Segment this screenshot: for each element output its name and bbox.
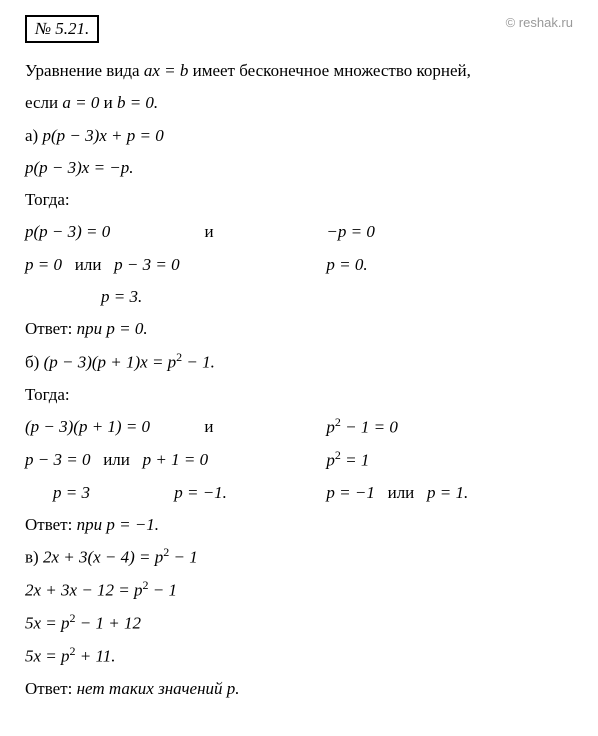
intro-text2a: если — [25, 93, 62, 112]
part-a-or: или — [62, 255, 114, 274]
part-a-row1: p(p − 3) = 0 и −p = 0 — [25, 216, 573, 248]
part-b-row3-right: p = −1 или p = 1. — [326, 477, 573, 509]
part-b-row3-left: p = 3 p = −1. — [25, 477, 326, 509]
part-a-answer-text: при p = 0. — [77, 319, 148, 338]
part-c-eq2b: − 1 — [149, 581, 177, 600]
part-b-right2b: = 1 — [341, 451, 369, 470]
part-b-row2-right: p2 = 1 — [326, 444, 573, 477]
part-c-eq1b: − 1 — [169, 548, 197, 567]
part-b-row1-left: (p − 3)(p + 1) = 0 и — [25, 411, 326, 444]
part-c-eq3b: − 1 + 12 — [76, 614, 141, 633]
part-b-conn: и — [154, 417, 213, 436]
part-b-answer-label: Ответ: — [25, 515, 77, 534]
part-c-eq2a: 2x + 3x − 12 = p — [25, 581, 143, 600]
part-b-or: или — [90, 450, 142, 469]
part-c-eq1: в) 2x + 3(x − 4) = p2 − 1 — [25, 541, 573, 574]
part-b-label: б) — [25, 352, 44, 371]
watermark: © reshak.ru — [506, 15, 573, 30]
intro-line1: Уравнение вида ax = b имеет бесконечное … — [25, 55, 573, 87]
part-b-row3: p = 3 p = −1. p = −1 или p = 1. — [25, 477, 573, 509]
part-b-eq1: б) (p − 3)(p + 1)x = p2 − 1. — [25, 346, 573, 379]
part-b-eq1b: − 1. — [182, 352, 215, 371]
intro-text1b: имеет бесконечное множество корней, — [188, 61, 471, 80]
part-a-left2a: p = 0 — [25, 255, 62, 274]
part-b-left2a: p − 3 = 0 — [25, 450, 90, 469]
intro-text1a: Уравнение вида — [25, 61, 144, 80]
part-b-eq1a: (p − 3)(p + 1)x = p — [44, 352, 177, 371]
part-a-answer-val: при p = 0. — [77, 319, 148, 338]
part-a-row2-left: p = 0 или p − 3 = 0 — [25, 249, 326, 281]
intro-line2: если a = 0 и b = 0. — [25, 87, 573, 119]
part-a-label: а) — [25, 126, 42, 145]
part-a-then: Тогда: — [25, 184, 573, 216]
part-c-answer-label: Ответ: — [25, 679, 77, 698]
part-a-left1: p(p − 3) = 0 — [25, 222, 110, 241]
part-c-eq4b: + 11. — [76, 647, 116, 666]
intro-expr-axb: ax = b — [144, 61, 189, 80]
part-b-row2-left: p − 3 = 0 или p + 1 = 0 — [25, 444, 326, 477]
part-a-right1: −p = 0 — [326, 216, 573, 248]
part-c-answer: Ответ: нет таких значений p. — [25, 673, 573, 705]
problem-number: № 5.21. — [25, 15, 99, 43]
part-c-eq3a: 5x = p — [25, 614, 70, 633]
part-c-label: в) — [25, 548, 43, 567]
part-b-right1a: p — [326, 418, 335, 437]
part-c-eq1a: 2x + 3(x − 4) = p — [43, 548, 163, 567]
part-b-row1-right: p2 − 1 = 0 — [326, 411, 573, 444]
intro-expr-b0: b = 0. — [117, 93, 158, 112]
part-b-left3b: p = −1. — [94, 483, 227, 502]
part-b-right3b: p = 1. — [427, 483, 468, 502]
part-a-eq1-math: p(p − 3)x + p = 0 — [42, 126, 163, 145]
part-b-row2: p − 3 = 0 или p + 1 = 0 p2 = 1 — [25, 444, 573, 477]
part-a-left2b: p − 3 = 0 — [114, 255, 179, 274]
part-a-row2: p = 0 или p − 3 = 0 p = 0. — [25, 249, 573, 281]
part-b-left1: (p − 3)(p + 1) = 0 — [25, 417, 150, 436]
part-a-left3: p = 3. — [25, 281, 573, 313]
part-a-eq1: а) p(p − 3)x + p = 0 — [25, 120, 573, 152]
part-c-eq2: 2x + 3x − 12 = p2 − 1 — [25, 574, 573, 607]
part-a-eq2: p(p − 3)x = −p. — [25, 152, 573, 184]
part-a-right2: p = 0. — [326, 249, 573, 281]
part-b-answer-text: при p = −1. — [77, 515, 159, 534]
part-b-right3-or: или — [375, 483, 427, 502]
part-b-left2b: p + 1 = 0 — [143, 450, 208, 469]
part-b-right2a: p — [326, 451, 335, 470]
part-c-eq4a: 5x = p — [25, 647, 70, 666]
part-b-row1: (p − 3)(p + 1) = 0 и p2 − 1 = 0 — [25, 411, 573, 444]
part-a-row1-left: p(p − 3) = 0 и — [25, 216, 326, 248]
part-a-answer: Ответ: при p = 0. — [25, 313, 573, 345]
part-c-answer-text: нет таких значений p. — [77, 679, 240, 698]
part-b-right3a: p = −1 — [326, 483, 374, 502]
part-b-left3a: p = 3 — [25, 477, 90, 509]
part-a-conn: и — [115, 222, 214, 241]
part-b-right1b: − 1 = 0 — [341, 418, 398, 437]
part-c-eq3: 5x = p2 − 1 + 12 — [25, 607, 573, 640]
intro-expr-a0: a = 0 — [62, 93, 99, 112]
part-b-then: Тогда: — [25, 379, 573, 411]
part-a-answer-label: Ответ: — [25, 319, 77, 338]
intro-text2b: и — [99, 93, 117, 112]
part-c-eq4: 5x = p2 + 11. — [25, 640, 573, 673]
part-b-answer: Ответ: при p = −1. — [25, 509, 573, 541]
